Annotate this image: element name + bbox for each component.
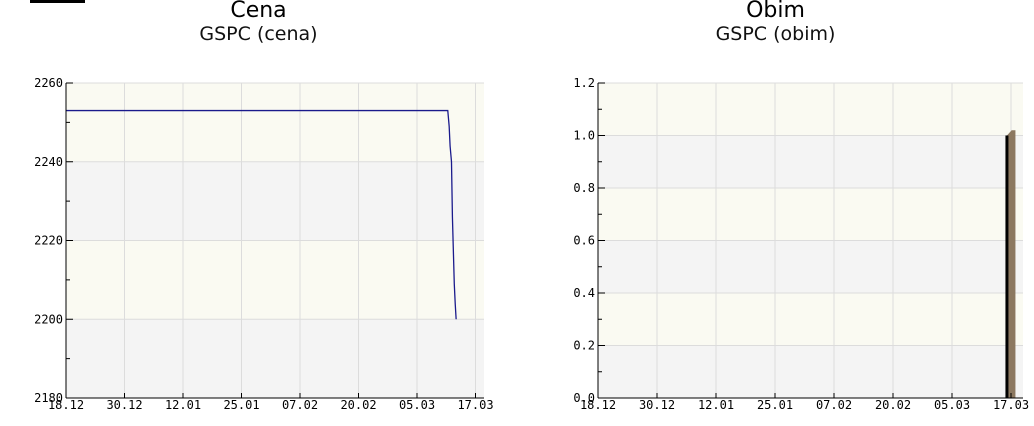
chart-title: GSPC (cena)	[199, 23, 318, 45]
x-tick-label: 18.12	[580, 398, 616, 412]
y-tick-label: 1.0	[573, 129, 595, 143]
plot-band	[598, 188, 1023, 241]
price-chart: 2180 2200 2220 2240 2260 18.12 30.12 12.01 25.01…	[34, 76, 493, 412]
x-tick-label: 12.01	[165, 398, 201, 412]
x-tick-label: 20.02	[875, 398, 911, 412]
x-tick-label: 05.03	[399, 398, 435, 412]
y-tick-label: 0.4	[573, 286, 595, 300]
y-tick-label: 2260	[34, 76, 63, 90]
x-tick-label: 05.03	[934, 398, 970, 412]
volume-panel: Obim GSPC (obim) 0.0 0.2 0.4 0.6 0.8 1.0 1.2 18…	[517, 0, 1034, 426]
y-tick-label: 0.6	[573, 234, 595, 248]
x-tick-label: 30.12	[639, 398, 675, 412]
y-tick-label: 1.2	[573, 76, 595, 90]
volume-area	[1006, 130, 1016, 398]
plot-band	[598, 293, 1023, 346]
y-tick-label: 2200	[34, 312, 63, 326]
x-tick-label: 18.12	[48, 398, 84, 412]
top-cutoff-strip	[30, 0, 85, 3]
volume-chart: 0.0 0.2 0.4 0.6 0.8 1.0 1.2 18.12 30.12 12.01 25.0…	[573, 76, 1029, 412]
y-tick-label: 2180	[34, 391, 63, 405]
y-tick-label: 2220	[34, 234, 63, 248]
plot-band	[66, 83, 484, 162]
x-tick-label: 25.01	[223, 398, 259, 412]
plot-band	[598, 240, 1023, 293]
plot-band	[66, 161, 484, 241]
price-series-line	[66, 109, 457, 320]
x-tick-label: 17.03	[457, 398, 493, 412]
x-tick-label: 20.02	[340, 398, 376, 412]
chart-heading: Obim	[746, 0, 805, 23]
plot-band	[598, 135, 1023, 188]
price-panel: Cena GSPC (cena) 2180 2200 2220 2240 2260 18.…	[30, 0, 494, 412]
chart-heading: Cena	[230, 0, 287, 23]
plot-band	[598, 345, 1023, 398]
x-tick-label: 07.02	[282, 398, 318, 412]
x-tick-label: 17.03	[993, 398, 1029, 412]
y-tick-label: 2240	[34, 155, 63, 169]
x-tick-label: 12.01	[698, 398, 734, 412]
y-tick-label: 0.2	[573, 339, 595, 353]
x-tick-label: 07.02	[816, 398, 852, 412]
plot-band	[66, 319, 484, 398]
plot-band	[598, 83, 1023, 136]
x-tick-label: 30.12	[106, 398, 142, 412]
y-tick-label: 0.0	[573, 391, 595, 405]
plot-band	[66, 240, 484, 320]
chart-title: GSPC (obim)	[715, 23, 836, 45]
y-tick-label: 0.8	[573, 181, 595, 195]
x-tick-label: 25.01	[757, 398, 793, 412]
